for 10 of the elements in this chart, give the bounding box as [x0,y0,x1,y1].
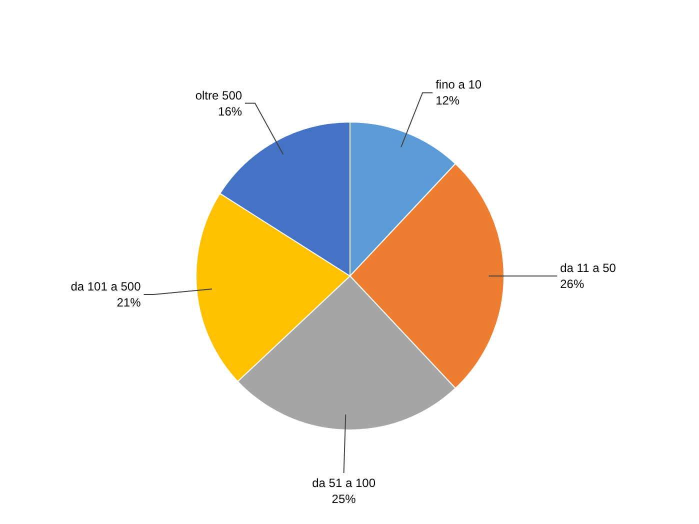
data-label: 26% [560,277,584,291]
data-label: 12% [436,94,460,108]
slice-label: da 51 a 100 [312,476,376,490]
data-label: 25% [332,492,356,506]
slice-label: oltre 500 [195,88,242,102]
slice-label: da 101 a 500 [70,280,142,294]
data-label: 16% [218,104,242,118]
data-label: 21% [116,296,142,310]
slice-label: da 11 a 50 [560,261,616,275]
slice-label: fino a 10 [436,78,482,92]
